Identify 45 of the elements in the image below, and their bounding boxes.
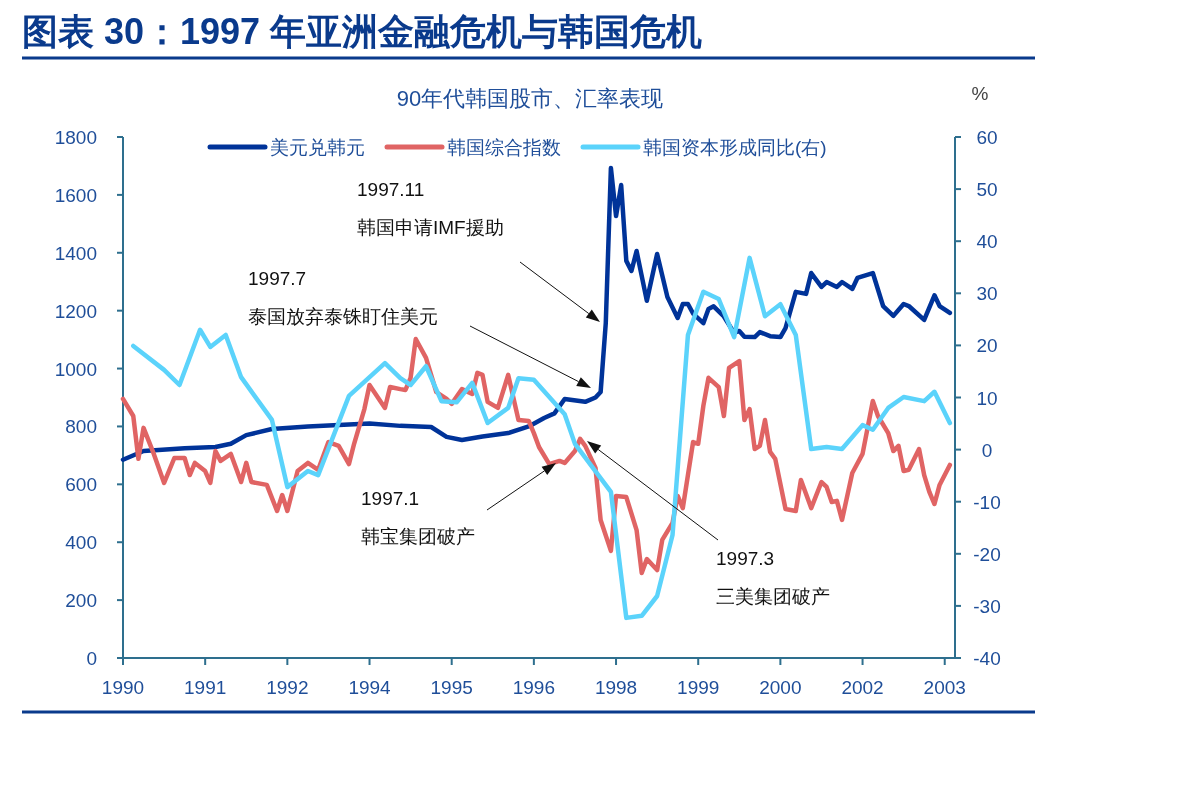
y2-tick-label: 20 [976,335,998,357]
chart-subtitle: 90年代韩国股市、汇率表现 [396,86,664,111]
x-tick-label: 1999 [677,677,720,698]
x-tick-label: 1991 [184,677,227,698]
y-tick-label: 800 [65,416,97,438]
y2-tick-label: 50 [976,179,998,201]
x-tick-label: 2003 [923,677,966,698]
y2-tick-label: 30 [976,283,998,305]
y-tick-label: 200 [65,590,97,612]
y-tick-label: 1200 [54,300,97,322]
y2-tick-label: -20 [973,543,1001,565]
y2-tick-label: 60 [976,127,998,148]
chart-title: 图表 30：1997 年亚洲金融危机与韩国危机 [22,11,703,52]
line-series [120,165,953,462]
y-tick-label: 1400 [54,242,97,264]
x-tick-label: 1996 [512,677,555,698]
y2-axis-title: % [971,83,989,104]
legend-label: 美元兑韩元 [270,137,365,158]
y-tick-label: 1800 [54,127,97,148]
annotation: 1997.11 韩国申请IMF援助 [357,179,504,238]
legend-label: 韩国综合指数 [447,137,561,158]
y-tick-label: 1600 [54,184,97,206]
x-tick-label: 1990 [101,677,145,698]
annotation: 1997.7 泰国放弃泰铢盯住美元 [248,268,438,327]
y2-tick-label: -10 [973,491,1001,513]
line-series [120,336,953,576]
annotation: 1997.1 韩宝集团破产 [361,488,475,547]
x-tick-label: 2000 [759,677,802,698]
y-tick-label: 600 [65,474,97,496]
annotation: 1997.3 三美集团破产 [716,548,830,607]
y-tick-label: 1000 [54,358,97,380]
x-tick-label: 1998 [594,677,638,698]
line-series [131,255,953,621]
y2-tick-label: 40 [976,231,998,253]
y-tick-label: 0 [86,648,97,669]
x-tick-label: 1995 [430,677,473,698]
y2-tick-label: 0 [981,439,993,461]
x-tick-label: 1992 [266,677,309,698]
y-tick-label: 400 [65,532,97,554]
y2-tick-label: -30 [973,595,1001,617]
x-tick-label: 1994 [348,677,392,698]
y2-tick-label: 10 [976,387,998,409]
legend-label: 韩国资本形成同比(右) [643,137,827,158]
y2-tick-label: -40 [973,648,1001,669]
x-tick-label: 2002 [841,677,884,698]
